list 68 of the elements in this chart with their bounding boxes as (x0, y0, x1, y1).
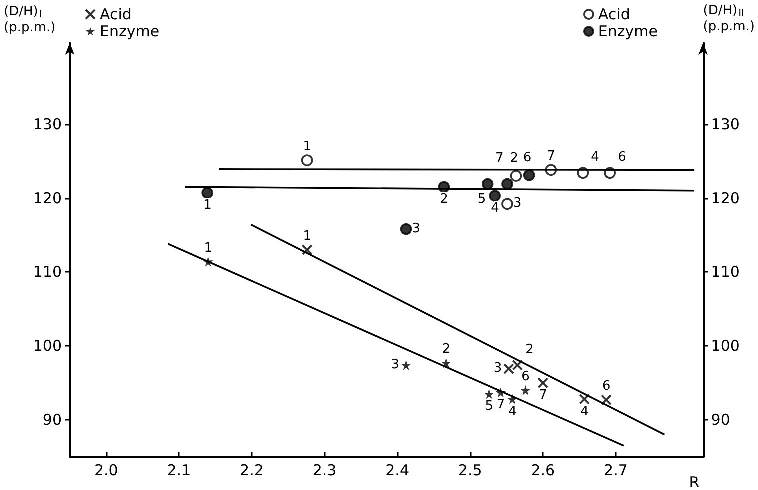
point (441, 358, 452, 368)
annotation: 7 (547, 149, 556, 164)
legend-label: Enzyme (598, 22, 658, 40)
y-tick-label: 120 (33, 189, 62, 208)
annotation: 6 (523, 150, 532, 166)
x-tick-label: 2.7 (604, 462, 628, 480)
point (301, 154, 314, 166)
annotation: 1 (204, 198, 212, 214)
point (202, 187, 214, 199)
point (484, 389, 494, 400)
point (502, 178, 514, 190)
y-tick-label: 90 (42, 411, 62, 430)
point (503, 364, 514, 375)
annotation: 7 (495, 151, 504, 166)
legend-label: Enzyme (100, 22, 160, 40)
annotation: 7 (539, 388, 548, 404)
annotation: 3 (412, 221, 421, 236)
point (579, 394, 590, 405)
y-tick-label: 130 (33, 115, 62, 134)
y2-tick-label: 90 (711, 411, 730, 430)
annotation: 6 (522, 369, 530, 384)
x-axis-title: R (689, 474, 700, 490)
annotation: 4 (491, 201, 500, 216)
annotation: 3 (391, 357, 400, 372)
point (538, 378, 549, 389)
y2-tick-label: 130 (711, 115, 740, 134)
annotation: 4 (591, 150, 600, 166)
annotation: 1 (303, 140, 312, 155)
point (400, 223, 412, 236)
annotation: 1 (303, 229, 312, 244)
y2-tick-label: 100 (711, 337, 740, 356)
point (482, 178, 494, 190)
legend-label: Acid (598, 6, 630, 24)
x-tick-label: 2.3 (312, 462, 337, 480)
x-tick-label: 2.6 (531, 462, 556, 480)
point (600, 394, 612, 406)
point (502, 198, 514, 210)
x-tick-label: 2.1 (167, 462, 192, 480)
annotation: 2 (526, 342, 534, 358)
point (489, 190, 502, 202)
x-tick-label: 2.2 (240, 462, 264, 480)
annotation: 1 (204, 240, 213, 256)
annotation: 2 (510, 151, 518, 166)
annotation: 2 (442, 342, 451, 358)
annotation: 2 (440, 192, 448, 208)
point (523, 169, 536, 182)
annotation: 6 (602, 379, 611, 394)
annotation: 6 (618, 150, 626, 166)
x-tick-label: 2.5 (458, 462, 482, 480)
y-tick-label: 100 (33, 337, 62, 356)
annotation: 3 (494, 361, 502, 376)
point (510, 170, 522, 182)
x-tick-label: 2.4 (386, 462, 410, 480)
annotation: 3 (513, 196, 522, 212)
annotation: 4 (508, 404, 517, 420)
y-tick-label: 110 (33, 263, 62, 282)
y2-tick-label: 110 (711, 263, 740, 282)
legend-label: Acid (100, 6, 132, 24)
point (512, 360, 524, 371)
y2-tick-label: 120 (711, 189, 740, 208)
x-tick-label: 2.0 (94, 462, 118, 480)
point (401, 360, 412, 370)
annotation: 7 (496, 398, 506, 413)
annotation: 5 (478, 192, 486, 208)
point (302, 244, 313, 256)
point (520, 385, 531, 396)
annotation: 4 (580, 404, 589, 420)
annotation: 5 (485, 399, 494, 414)
